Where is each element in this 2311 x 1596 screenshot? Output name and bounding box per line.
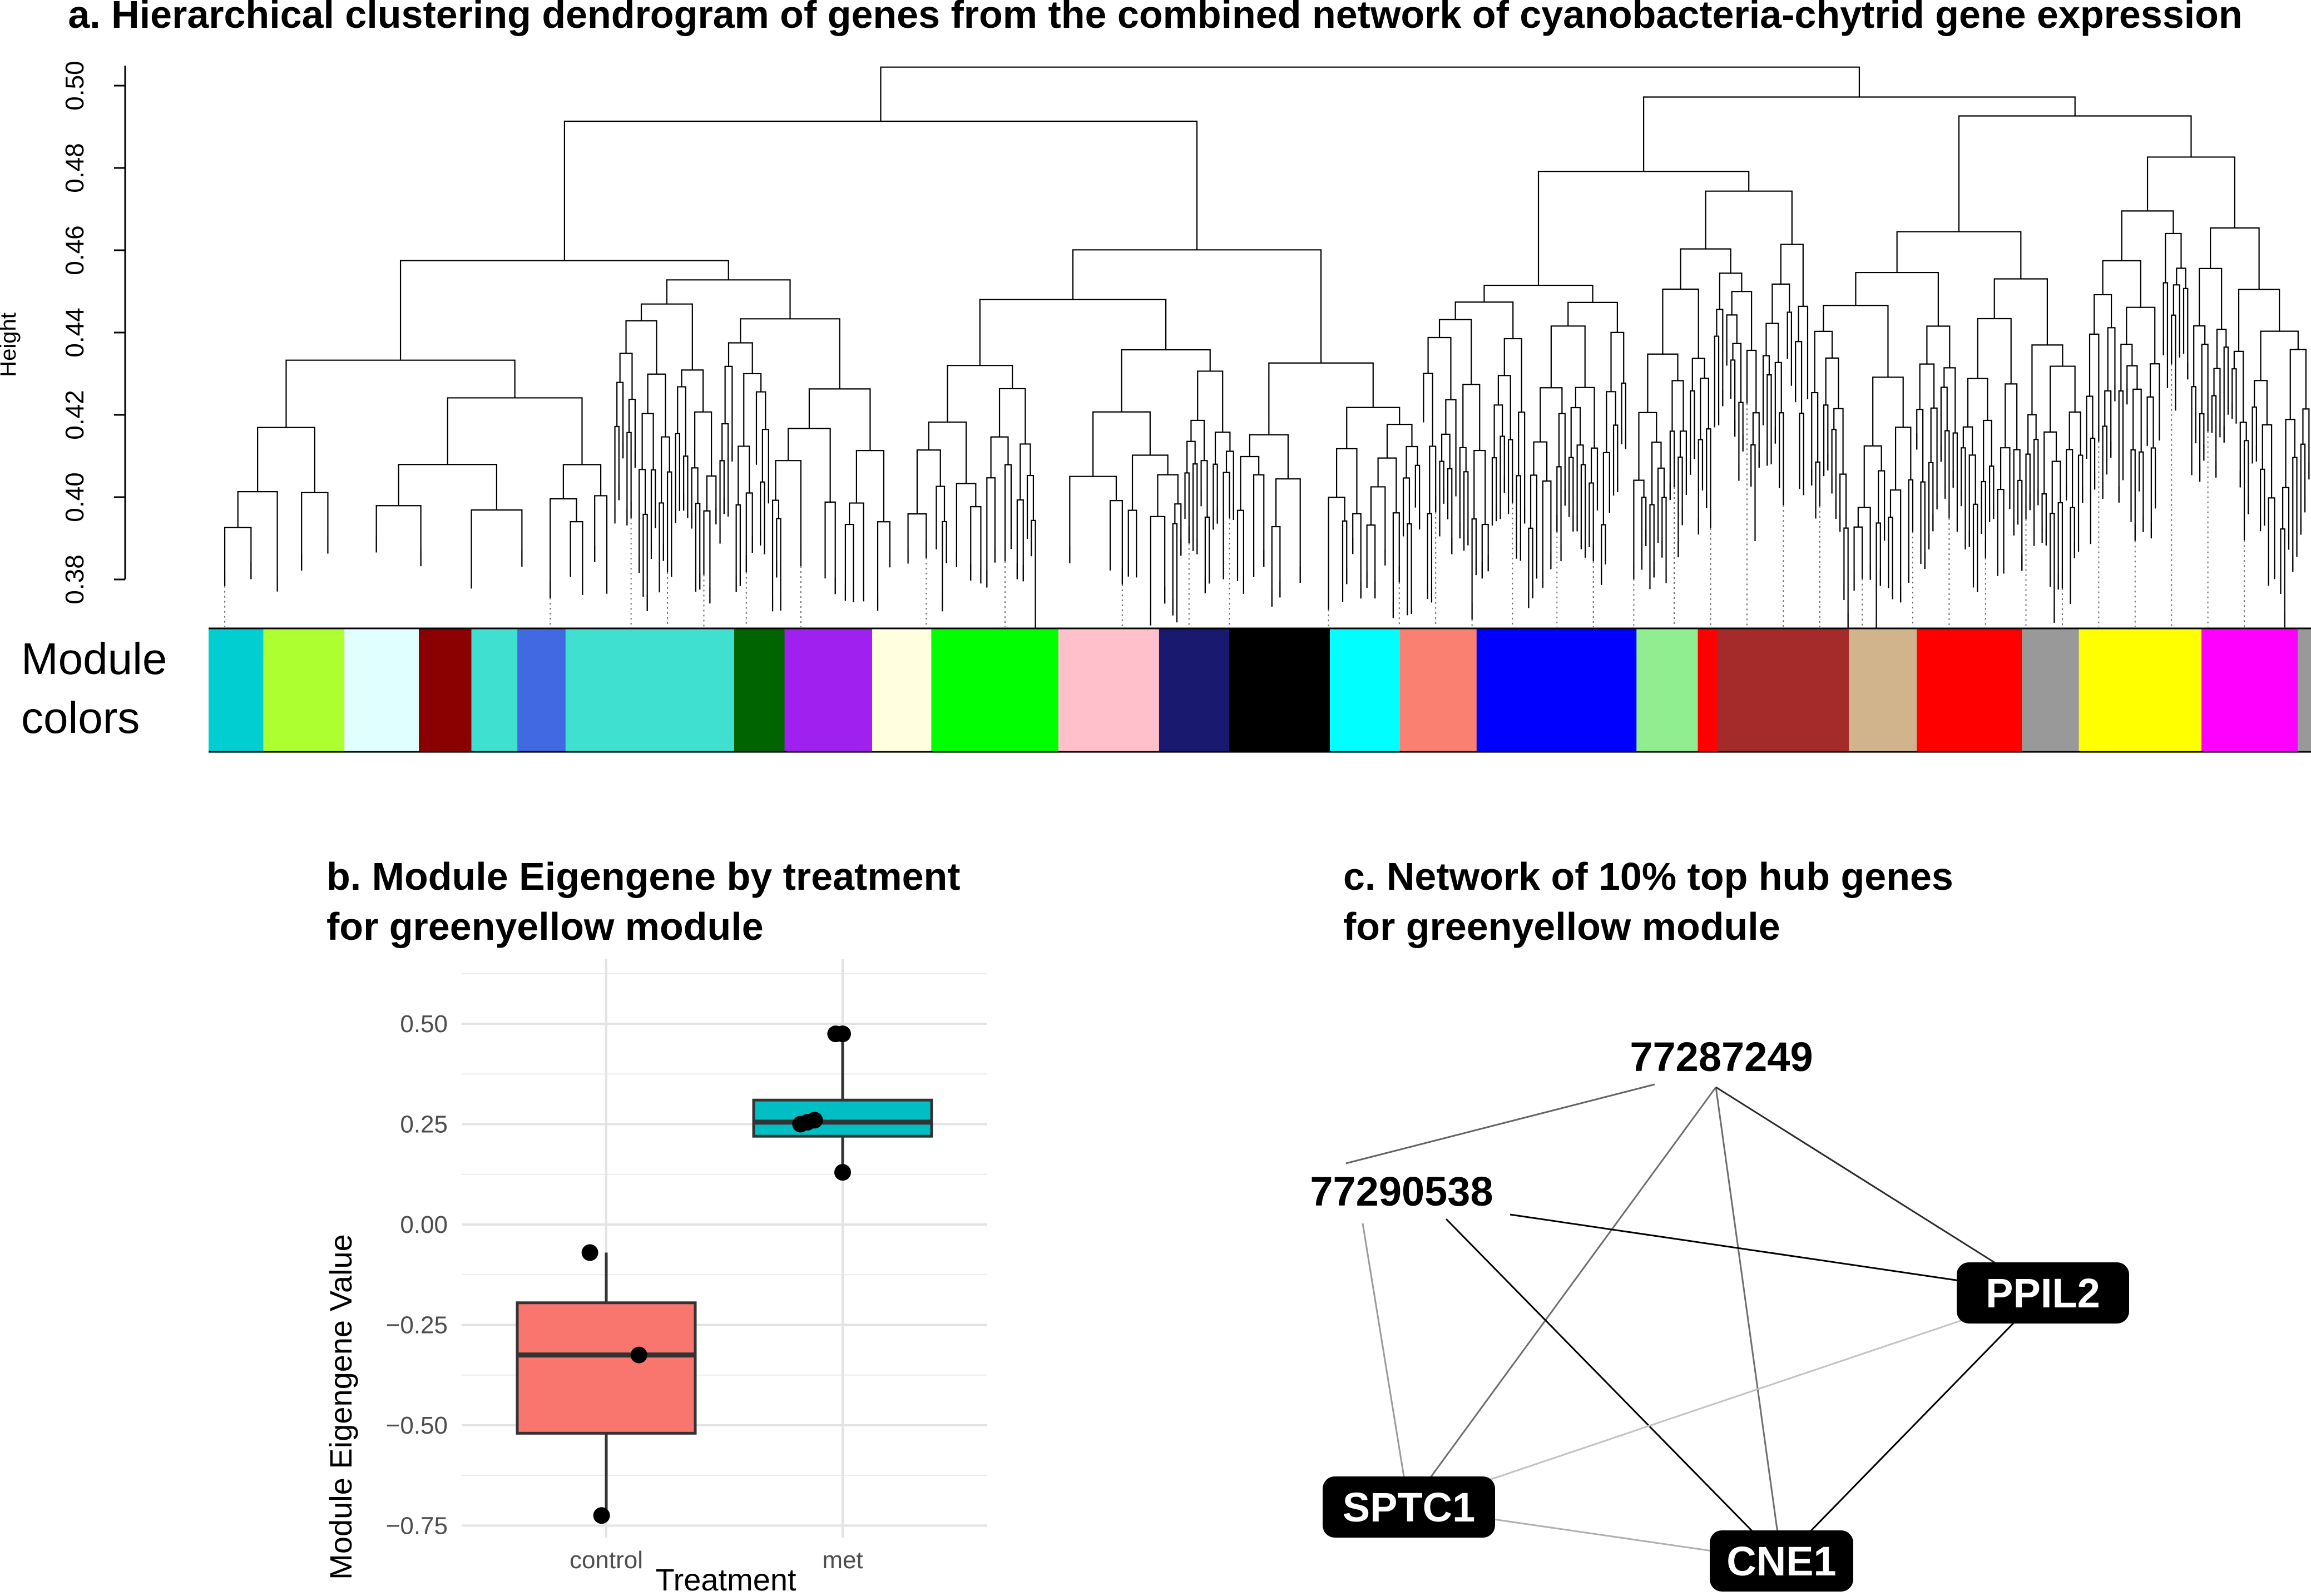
- boxplot-y-tick-label: 0.00: [400, 1211, 448, 1238]
- boxplot-y-tick-label: 0.50: [400, 1010, 448, 1038]
- module-color-segment: [1159, 628, 1230, 752]
- module-color-segment: [2201, 628, 2298, 752]
- network-node-label: CNE1: [1726, 1538, 1836, 1584]
- network-node-box: [1323, 1476, 1495, 1538]
- boxplot-point: [806, 1112, 823, 1129]
- network-edge: [1715, 1086, 2043, 1294]
- boxplot-point: [630, 1346, 647, 1364]
- module-colors-label-line2: colors: [21, 693, 140, 742]
- boxplot-point: [581, 1244, 598, 1261]
- module-color-segment: [1849, 628, 1917, 752]
- module-color-segment: [471, 628, 518, 752]
- boxplot-box-met: [752, 1098, 933, 1138]
- dendrogram-branches: [224, 66, 2310, 632]
- network-node-label: 77287249: [1630, 1034, 1813, 1080]
- module-color-segment: [1917, 628, 2022, 752]
- network-edge: [1510, 1213, 2043, 1294]
- boxplot-chart: b. Module Eigengene by treatment for gre…: [323, 855, 987, 1596]
- module-color-segment: [1636, 628, 1699, 752]
- boxplot-x-tick-label: control: [570, 1547, 643, 1574]
- module-color-segment: [1229, 628, 1330, 752]
- network-edge: [1408, 1292, 2043, 1508]
- module-color-segment: [344, 628, 419, 752]
- dendrogram-panel: a. Hierarchical clustering dendrogram of…: [0, 0, 2311, 790]
- dendrogram-leaves: [224, 337, 2310, 632]
- network-edge: [1362, 1223, 1410, 1508]
- network-edge: [1715, 1087, 1783, 1562]
- boxplot-point: [834, 1025, 851, 1043]
- dendrogram-y-tick-label: 0.38: [60, 554, 89, 604]
- module-color-segment: [1330, 628, 1401, 752]
- network-node-label: 77290538: [1310, 1168, 1493, 1215]
- network-node-box: [1957, 1262, 2129, 1324]
- module-color-segment: [931, 628, 1059, 752]
- dendrogram-y-tick-label: 0.46: [60, 225, 89, 275]
- dendrogram-y-tick-label: 0.50: [60, 61, 89, 111]
- module-color-segment: [784, 628, 873, 752]
- boxplot-y-tick-label: −0.50: [386, 1412, 448, 1439]
- network-edge: [1345, 1083, 1655, 1164]
- boxplot-y-tick-label: 0.25: [400, 1111, 448, 1138]
- dendrogram-y-axis-label: Height: [0, 313, 21, 377]
- network-title-line1: c. Network of 10% top hub genes: [1343, 855, 1953, 898]
- network-edge: [1408, 1087, 1717, 1508]
- dendrogram-chart: a. Hierarchical clustering dendrogram of…: [0, 0, 2311, 753]
- module-color-segment: [1058, 628, 1160, 752]
- boxplot-x-axis-label: Treatment: [655, 1562, 796, 1593]
- network-chart: c. Network of 10% top hub genes for gree…: [1310, 855, 2129, 1592]
- module-color-segment: [1400, 628, 1477, 752]
- boxplot-y-axis-label: Module Eigengene Value: [323, 1234, 358, 1580]
- module-color-segment: [1717, 628, 1849, 752]
- module-color-segment: [517, 628, 566, 752]
- dendrogram-leaf-guides: [224, 364, 2285, 629]
- network-edge: [1780, 1292, 2044, 1562]
- boxplot-point: [834, 1164, 851, 1181]
- module-color-segment: [1698, 628, 1718, 752]
- module-color-segment: [2298, 628, 2311, 752]
- boxplot-y-tick-label: −0.75: [386, 1512, 448, 1539]
- boxplot-title-line1: b. Module Eigengene by treatment: [326, 855, 961, 898]
- module-color-segment: [2079, 628, 2202, 752]
- network-node-label: PPIL2: [1986, 1270, 2100, 1316]
- dendrogram-y-tick-label: 0.42: [60, 390, 89, 440]
- boxplot-x-tick-label: met: [822, 1547, 863, 1574]
- boxplot-box-control: [516, 1301, 697, 1435]
- module-color-segment: [263, 628, 345, 752]
- module-color-segment: [565, 628, 735, 752]
- module-color-segment: [734, 628, 785, 752]
- module-color-segment: [2022, 628, 2080, 752]
- module-color-segment: [1476, 628, 1637, 752]
- network-title-line2: for greenyellow module: [1343, 905, 1780, 948]
- module-colors-label-line1: Module: [21, 634, 167, 683]
- dendrogram-y-tick-label: 0.44: [60, 308, 89, 358]
- network-node-box: [1710, 1530, 1853, 1592]
- network-node-label: SPTC1: [1343, 1484, 1476, 1530]
- dendrogram-title: a. Hierarchical clustering dendrogram of…: [68, 0, 2242, 36]
- boxplot-panel: b. Module Eigengene by treatment for gre…: [311, 851, 1007, 1596]
- boxplot-y-tick-label: −0.25: [386, 1311, 448, 1339]
- module-color-segment: [209, 628, 264, 752]
- dendrogram-y-tick-label: 0.40: [60, 472, 89, 522]
- module-color-segment: [419, 628, 472, 752]
- dendrogram-y-tick-label: 0.48: [60, 143, 89, 193]
- boxplot-title-line2: for greenyellow module: [326, 905, 764, 948]
- network-panel: c. Network of 10% top hub genes for gree…: [1279, 851, 2311, 1593]
- boxplot-point: [593, 1507, 610, 1524]
- module-color-segment: [872, 628, 932, 752]
- network-edge: [1445, 1218, 1783, 1562]
